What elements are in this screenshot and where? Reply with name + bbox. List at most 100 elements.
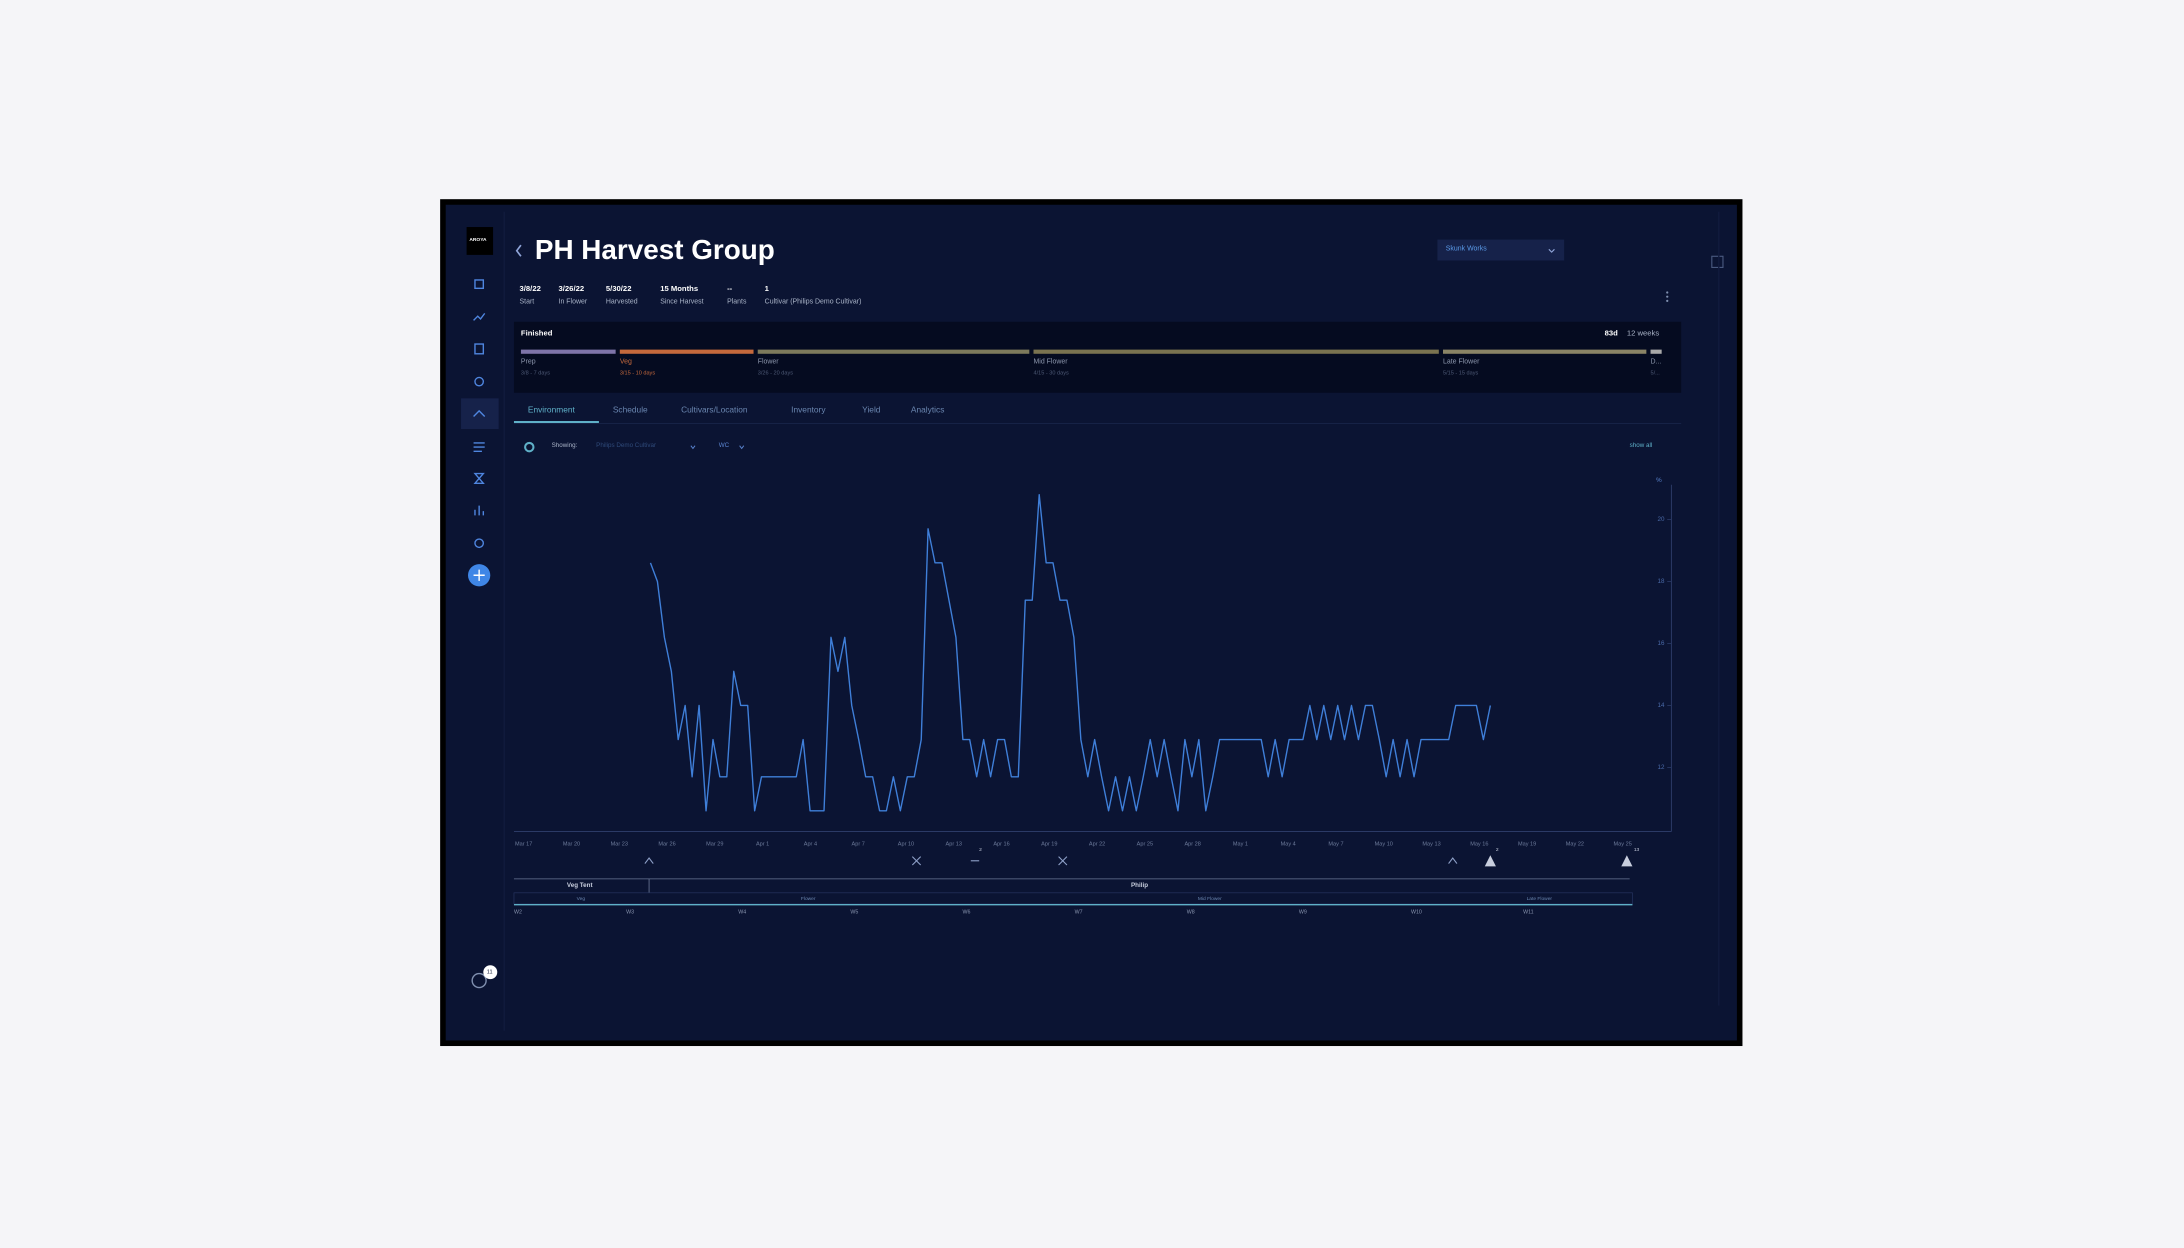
phase-bar <box>757 349 1030 354</box>
phase-detail: 4/15 - 30 days <box>1033 369 1069 377</box>
week-label: W5 <box>850 909 859 916</box>
y-tick-label: 20 <box>1658 516 1665 523</box>
warning-icon[interactable] <box>1621 855 1633 867</box>
icon-list[interactable] <box>473 442 485 452</box>
y-tick-label: 14 <box>1658 702 1665 709</box>
stat-value: 1 <box>764 285 769 294</box>
x-tick-label: Apr 16 <box>993 842 1009 848</box>
phase-status: Finished <box>520 330 553 339</box>
warning-icon[interactable] <box>1484 855 1496 867</box>
add-icon <box>473 569 485 581</box>
phase-row <box>513 892 1633 905</box>
x-tick-label: May 22 <box>1566 842 1584 848</box>
phase-name: D... <box>1650 357 1662 367</box>
show-all[interactable]: show all <box>1629 441 1653 449</box>
stat-label: Start <box>519 297 535 306</box>
y-tick-label: 12 <box>1658 764 1665 771</box>
timeline-phase: Mid Flower <box>1197 894 1222 901</box>
x-tick-label: Apr 4 <box>804 842 817 848</box>
phase-bar <box>1033 349 1439 354</box>
tab[interactable]: Yield <box>862 406 881 416</box>
event-icon[interactable] <box>644 857 654 864</box>
x-tick-label: Mar 20 <box>563 842 580 848</box>
sidebar-icons <box>471 279 487 989</box>
x-tick-label: May 16 <box>1470 842 1488 848</box>
cultivar-select[interactable]: Philips Demo Cultivar <box>596 441 657 449</box>
location-label: Veg Tent <box>566 880 593 888</box>
phase-detail: 3/26 - 20 days <box>757 369 794 377</box>
x-tick-label: Apr 1 <box>756 842 769 848</box>
phase-detail: 5/15 - 15 days <box>1442 369 1479 377</box>
event-badge: 2 <box>1495 846 1499 853</box>
timeline-phase: Flower <box>800 894 816 901</box>
data-line <box>649 494 1492 812</box>
event-badge: 2 <box>979 846 982 853</box>
event-icons <box>644 856 1458 866</box>
location-label: Philip <box>1130 880 1149 888</box>
icon-harvest[interactable] <box>473 409 486 417</box>
logo-text: AROYA <box>469 236 487 243</box>
more-menu[interactable] <box>1666 291 1669 302</box>
x-tick-label: May 4 <box>1281 842 1296 848</box>
icon-help[interactable] <box>471 972 487 989</box>
stat-label: Since Harvest <box>660 297 704 306</box>
x-tick-label: May 10 <box>1375 842 1393 848</box>
x-tick-label: May 1 <box>1233 842 1248 848</box>
x-tick-label: Mar 17 <box>515 842 532 848</box>
event-icon[interactable] <box>911 856 922 866</box>
tab[interactable]: Environment <box>527 406 575 416</box>
tab[interactable]: Analytics <box>910 406 945 416</box>
week-label: W11 <box>1523 909 1534 916</box>
x-tick-label: Apr 25 <box>1137 842 1153 848</box>
tab[interactable]: Schedule <box>612 406 648 416</box>
icon-reports[interactable] <box>474 505 485 516</box>
icon-analytics[interactable] <box>473 312 486 321</box>
metric-select[interactable]: WC <box>718 441 730 449</box>
y-tick-label: 18 <box>1658 578 1665 585</box>
y-unit: % <box>1656 477 1662 484</box>
x-tick-label: May 7 <box>1328 842 1343 848</box>
stat-value: 3/8/22 <box>519 285 541 294</box>
tab[interactable]: Cultivars/Location <box>681 406 748 416</box>
x-tick-label: Apr 19 <box>1041 842 1057 848</box>
timeline-phase: Veg <box>576 894 586 901</box>
sidebar-active <box>461 398 499 429</box>
week-label: W3 <box>626 909 635 916</box>
icon-timer[interactable] <box>473 472 485 485</box>
phase-name: Mid Flower <box>1033 357 1068 367</box>
settings-icon[interactable] <box>524 441 535 453</box>
facility-select[interactable] <box>1437 239 1565 261</box>
facility-name[interactable]: Skunk Works <box>1445 245 1487 254</box>
phase-days: 83d <box>1604 330 1618 339</box>
x-tick-label: May 19 <box>1518 842 1536 848</box>
stat-value: 3/26/22 <box>558 285 585 294</box>
icon-alerts[interactable] <box>474 376 485 387</box>
help-badge-bg <box>483 965 498 980</box>
event-icon[interactable] <box>1448 857 1458 864</box>
page-title: PH Harvest Group <box>534 235 775 267</box>
stat-label: Plants <box>727 297 747 306</box>
phase-detail: 3/8 - 7 days <box>520 369 551 377</box>
x-tick-label: Apr 7 <box>852 842 865 848</box>
stat-label: Cultivar (Philips Demo Cultivar) <box>764 297 862 306</box>
phase-detail: 5/... <box>1650 369 1660 377</box>
icon-dashboard[interactable] <box>474 279 485 290</box>
week-label: W7 <box>1074 909 1083 916</box>
select-caret <box>1548 248 1555 253</box>
back-button[interactable] <box>515 244 522 257</box>
tab[interactable]: Inventory <box>791 406 826 416</box>
phase-weeks: 12 weeks <box>1626 330 1660 339</box>
phase-name: Flower <box>757 357 779 367</box>
week-label: W10 <box>1410 909 1422 916</box>
logo-box <box>466 227 494 255</box>
icon-settings[interactable] <box>474 538 485 549</box>
week-label: W4 <box>738 909 747 916</box>
panel-toggle[interactable] <box>1711 255 1724 268</box>
stat-label: In Flower <box>558 297 588 306</box>
phase-bar <box>520 349 616 354</box>
week-label: W6 <box>962 909 971 916</box>
icon-tasks[interactable] <box>474 343 485 355</box>
event-icon[interactable] <box>1058 856 1068 866</box>
